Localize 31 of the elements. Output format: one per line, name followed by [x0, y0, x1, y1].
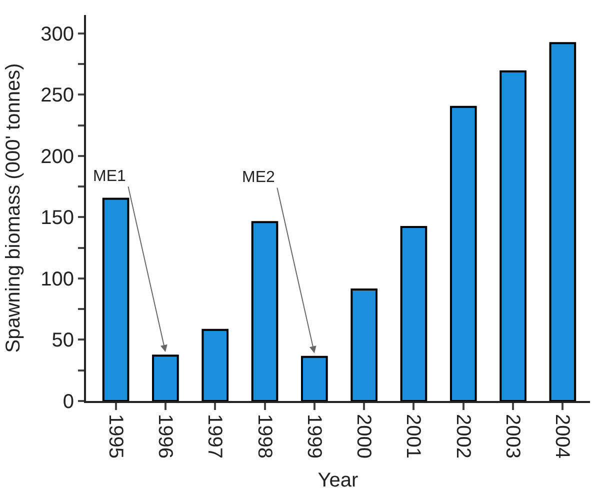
bar [152, 354, 179, 401]
x-tick-label: 1996 [154, 414, 176, 458]
x-tick-label: 2003 [502, 414, 524, 458]
bar [350, 288, 378, 401]
x-tick-label: 1999 [302, 414, 325, 458]
x-tick-label: 2002 [452, 414, 474, 458]
y-axis-title: Spawning biomass (000' tonnes) [2, 63, 25, 353]
bar [400, 226, 428, 401]
y-tick-label: 50 [52, 330, 74, 352]
y-tick-label: 250 [40, 84, 74, 107]
x-tick-label: 2001 [402, 414, 424, 458]
bar [251, 221, 278, 401]
y-tick-label: 200 [40, 146, 74, 168]
x-tick-label: 2000 [352, 414, 375, 458]
x-tick-label: 1997 [204, 414, 226, 458]
y-tick-label: 100 [40, 268, 74, 290]
annotation: ME1 [93, 168, 126, 185]
bar [202, 328, 229, 401]
bar [500, 70, 526, 401]
annotation: ME2 [242, 169, 275, 186]
bar [301, 356, 328, 401]
x-tick-label: 2004 [551, 414, 574, 458]
x-tick-label: 1998 [253, 414, 276, 458]
x-tick-label: 1995 [104, 414, 126, 458]
y-tick-label: 300 [40, 23, 74, 46]
bar [450, 106, 477, 401]
x-axis-title: Year [318, 470, 359, 492]
y-tick-label: 150 [40, 207, 74, 230]
y-tick-label: 0 [62, 391, 74, 413]
bar [102, 198, 130, 401]
bar [549, 42, 576, 401]
